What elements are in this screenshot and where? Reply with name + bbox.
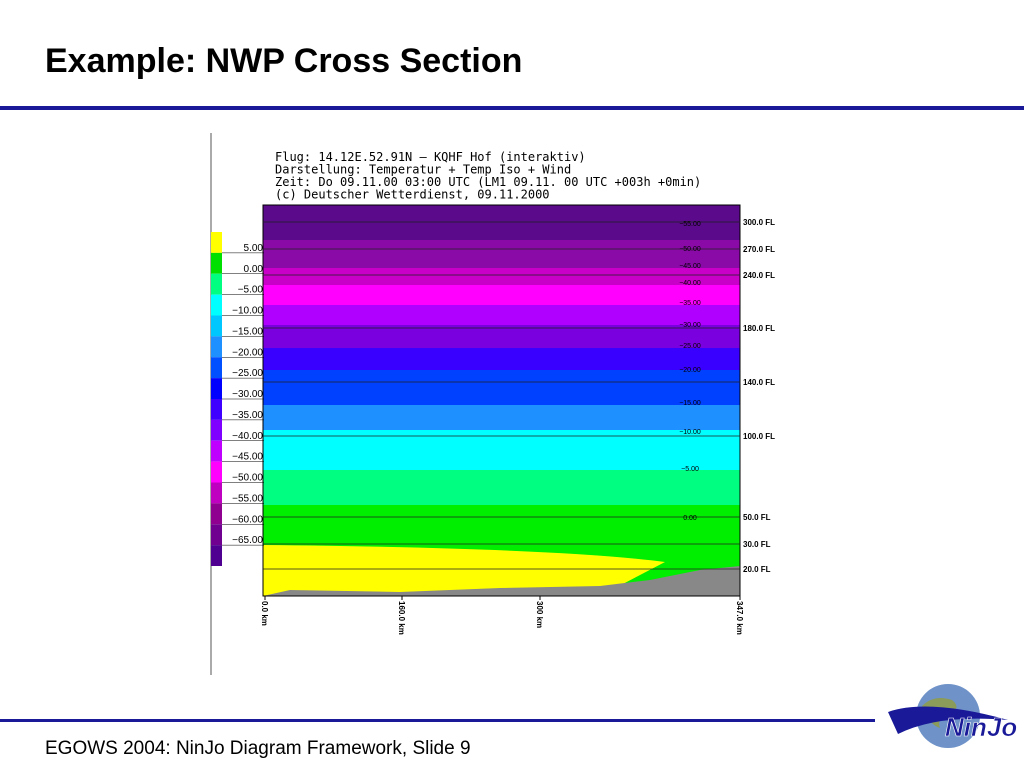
temperature-band — [263, 285, 740, 305]
legend-label: −35.00 — [232, 410, 263, 421]
legend-swatch — [211, 232, 222, 253]
distance-label: 347.0 km — [735, 601, 744, 635]
temperature-band — [263, 405, 740, 430]
legend-label: −60.00 — [232, 514, 263, 525]
legend-swatch — [211, 252, 222, 274]
isotherm-label: −5.00 — [681, 466, 699, 473]
legend-swatch — [211, 503, 222, 525]
isotherm-label: −30.00 — [679, 322, 701, 329]
legend-label: −15.00 — [232, 326, 263, 337]
plot-frame — [262, 204, 741, 597]
legend-swatch — [211, 399, 222, 420]
isotherm-label: −25.00 — [679, 343, 701, 350]
legend-label: −30.00 — [232, 389, 263, 400]
terrain — [263, 566, 740, 596]
temperature-band — [263, 325, 740, 348]
legend-swatch — [211, 524, 222, 546]
temperature-band — [263, 430, 740, 470]
temperature-band — [263, 205, 740, 240]
footer-text: EGOWS 2004: NinJo Diagram Framework, Sli… — [45, 738, 471, 759]
isotherm-label: −20.00 — [679, 367, 701, 374]
distance-label: 300 km — [535, 601, 544, 628]
temperature-band — [263, 305, 740, 325]
temperature-band — [263, 370, 740, 405]
figure-header: (c) Deutscher Wetterdienst, 09.11.2000 — [275, 188, 550, 202]
cross-section: Flug: 14.12E.52.91N – KQHF Hof (interakt… — [211, 150, 775, 635]
flight-level-label: 100.0 FL — [743, 432, 775, 441]
legend-label: −10.00 — [232, 306, 263, 317]
legend-swatch — [211, 357, 222, 379]
distance-label: 160.0 km — [397, 601, 406, 635]
temperature-band — [263, 268, 740, 285]
legend-swatch — [211, 273, 222, 295]
legend-label: −20.00 — [232, 347, 263, 358]
isotherm-label: −50.00 — [679, 246, 701, 253]
logo: NinJo — [888, 684, 1018, 748]
temperature-band — [263, 505, 740, 545]
isotherm-label: −45.00 — [679, 263, 701, 270]
logo-swoosh — [888, 706, 1008, 734]
isotherm-label: −55.00 — [679, 221, 701, 228]
figure-header: Zeit: Do 09.11.00 03:00 UTC (LM1 09.11. … — [275, 175, 701, 189]
isotherm-label: −40.00 — [679, 280, 701, 287]
header-rule — [0, 106, 1024, 110]
legend-label: −40.00 — [232, 431, 263, 442]
flight-level-label: 180.0 FL — [743, 324, 775, 333]
footer-rule — [0, 719, 875, 722]
legend-label: −5.00 — [238, 285, 264, 296]
slide-title: Example: NWP Cross Section — [45, 42, 522, 80]
warm-layer — [263, 545, 665, 596]
isotherm-label: 0.00 — [683, 515, 697, 522]
flight-level-label: 240.0 FL — [743, 271, 775, 280]
legend-label: 0.00 — [244, 264, 264, 275]
isotherm-label: −35.00 — [679, 300, 701, 307]
legend-swatch — [211, 545, 222, 566]
isotherm-label: −15.00 — [679, 400, 701, 407]
flight-level-label: 50.0 FL — [743, 513, 771, 522]
legend-label: −50.00 — [232, 473, 263, 484]
legend-swatch — [211, 336, 222, 358]
legend-label: −65.00 — [232, 535, 263, 546]
legend-label: 5.00 — [244, 243, 264, 254]
distance-label: 0.0 km — [260, 601, 269, 626]
figure-header: Darstellung: Temperatur + Temp Iso + Win… — [275, 163, 571, 177]
temperature-band — [263, 470, 740, 505]
flight-level-label: 270.0 FL — [743, 245, 775, 254]
logo-text: NinJo — [945, 712, 1017, 742]
isotherm-label: −10.00 — [679, 429, 701, 436]
legend-label: −55.00 — [232, 493, 263, 504]
temperature-band — [263, 348, 740, 370]
legend-label: −45.00 — [232, 452, 263, 463]
flight-level-label: 140.0 FL — [743, 378, 775, 387]
legend-swatch — [211, 440, 222, 462]
legend-label: −25.00 — [232, 368, 263, 379]
flight-level-label: 30.0 FL — [743, 540, 771, 549]
legend-swatch — [211, 378, 222, 399]
legend-swatch — [211, 461, 222, 483]
flight-level-label: 20.0 FL — [743, 565, 771, 574]
figure-header: Flug: 14.12E.52.91N – KQHF Hof (interakt… — [275, 150, 586, 164]
legend-swatch — [211, 482, 222, 504]
temperature-band — [263, 240, 740, 268]
legend-swatch — [211, 294, 222, 316]
legend-swatch — [211, 315, 222, 337]
legend-swatch — [211, 419, 222, 441]
flight-level-label: 300.0 FL — [743, 218, 775, 227]
